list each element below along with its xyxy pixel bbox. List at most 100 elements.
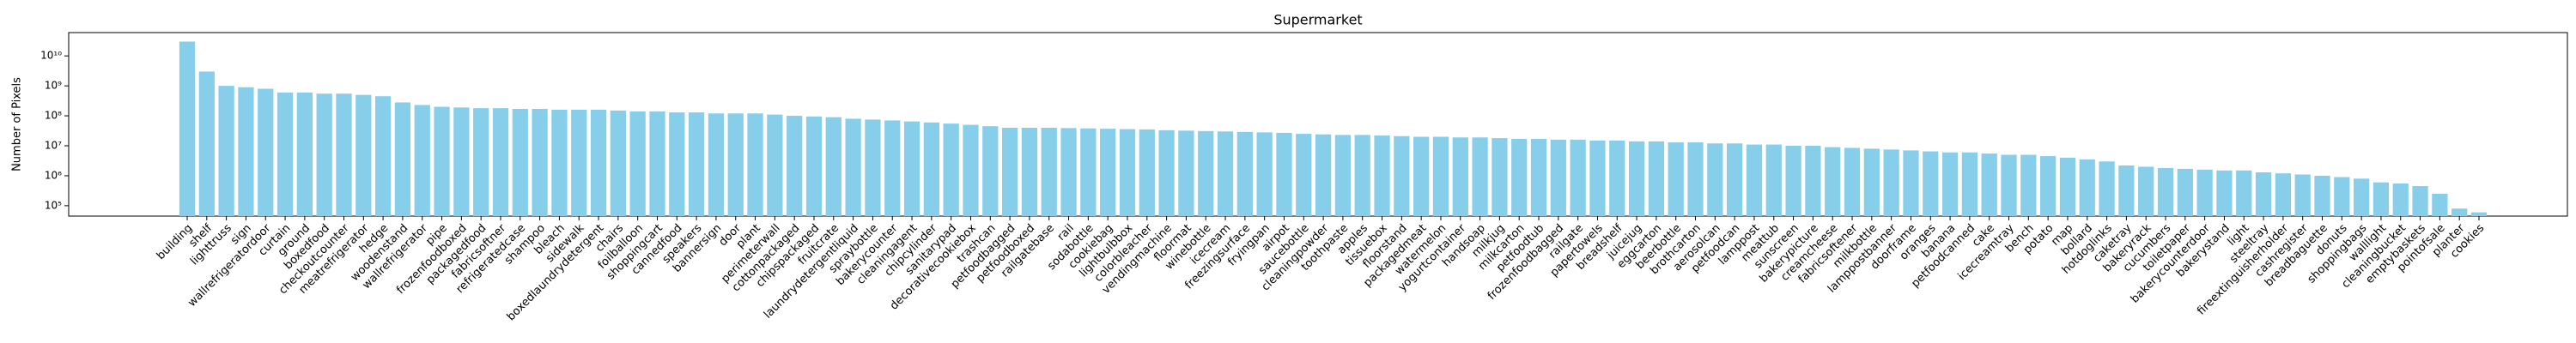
bar [571, 109, 587, 216]
bar [2196, 169, 2213, 216]
bar [2412, 186, 2428, 216]
bar [1923, 151, 1939, 216]
bar [355, 94, 372, 216]
bar [2275, 173, 2292, 216]
bar [1198, 130, 1214, 216]
bar [2177, 168, 2193, 216]
bar [1217, 131, 1234, 216]
bar [1765, 144, 1782, 216]
bar [512, 109, 528, 216]
bar [629, 111, 646, 216]
bar [1941, 152, 1959, 216]
bar [2040, 156, 2057, 216]
bar [1961, 152, 1978, 216]
bar [1452, 137, 1468, 216]
bar [1805, 146, 1821, 216]
bar [825, 117, 841, 216]
bar [296, 92, 313, 216]
bar [1158, 129, 1175, 216]
bar [1100, 129, 1116, 216]
bar [610, 110, 626, 216]
bar [2354, 178, 2370, 216]
bar [1981, 153, 1997, 216]
bar [2079, 159, 2095, 216]
bar [316, 93, 332, 216]
bar [1256, 132, 1273, 216]
bar [1628, 141, 1645, 216]
bar [1589, 140, 1606, 216]
bar [218, 86, 234, 217]
bar [845, 118, 861, 216]
bar [2118, 165, 2135, 216]
bar [767, 114, 783, 216]
bar [1668, 142, 1684, 216]
bar [1041, 127, 1057, 216]
y-tick-label: 10¹⁰ [40, 50, 62, 62]
bar [276, 92, 294, 216]
bar [2138, 166, 2154, 216]
bar [1883, 149, 1899, 216]
bar [1472, 137, 1488, 216]
bar [492, 108, 509, 216]
bar [865, 119, 881, 216]
bar [1609, 140, 1625, 216]
bar [1080, 128, 1097, 216]
bar [2314, 175, 2330, 216]
bar [1863, 148, 1880, 216]
bar [1413, 136, 1430, 216]
bar [884, 120, 901, 216]
bar [1296, 134, 1312, 216]
bar [394, 102, 411, 216]
bar [1707, 143, 1723, 216]
bar [1394, 135, 1410, 216]
bar [1354, 135, 1370, 216]
bar [2392, 184, 2409, 216]
bar [1492, 138, 1508, 216]
bar [1550, 139, 1566, 216]
y-tick-label: 10⁶ [45, 169, 62, 181]
bar [238, 87, 254, 217]
bar [434, 106, 450, 216]
bar [1334, 135, 1352, 216]
bar [2059, 157, 2076, 216]
bar [198, 71, 215, 216]
bar [2255, 172, 2272, 216]
bar [2099, 161, 2115, 216]
bar [1060, 128, 1077, 216]
bar [787, 116, 803, 216]
bar [1746, 144, 1763, 216]
bar [1903, 150, 1919, 216]
bar [2470, 212, 2488, 216]
bar [1276, 132, 1292, 216]
chart-title: Supermarket [1273, 12, 1362, 28]
bar [2020, 154, 2037, 216]
bar [747, 113, 763, 216]
bar [1727, 143, 1743, 216]
bar [1785, 146, 1801, 216]
bar [963, 124, 979, 216]
bar [179, 41, 196, 216]
bar [1570, 139, 1586, 216]
bar [727, 113, 744, 216]
bar [1530, 138, 1547, 216]
bar [590, 109, 607, 216]
bar [414, 105, 430, 216]
bar [1315, 134, 1332, 216]
bar [1236, 131, 1253, 216]
bar [336, 93, 352, 216]
bar [2001, 154, 2017, 216]
bar [1844, 147, 1861, 216]
bar [2216, 170, 2233, 216]
y-tick-label: 10⁷ [45, 140, 62, 152]
bar [688, 112, 705, 216]
bar [1511, 138, 1528, 216]
bar [2432, 193, 2448, 216]
bar [1021, 127, 1038, 216]
bar [473, 108, 489, 216]
y-tick-label: 10⁸ [45, 110, 62, 122]
bar [1178, 130, 1194, 216]
bar [258, 88, 274, 216]
y-axis-label: Number of Pixels [11, 77, 24, 172]
bar [923, 122, 939, 216]
